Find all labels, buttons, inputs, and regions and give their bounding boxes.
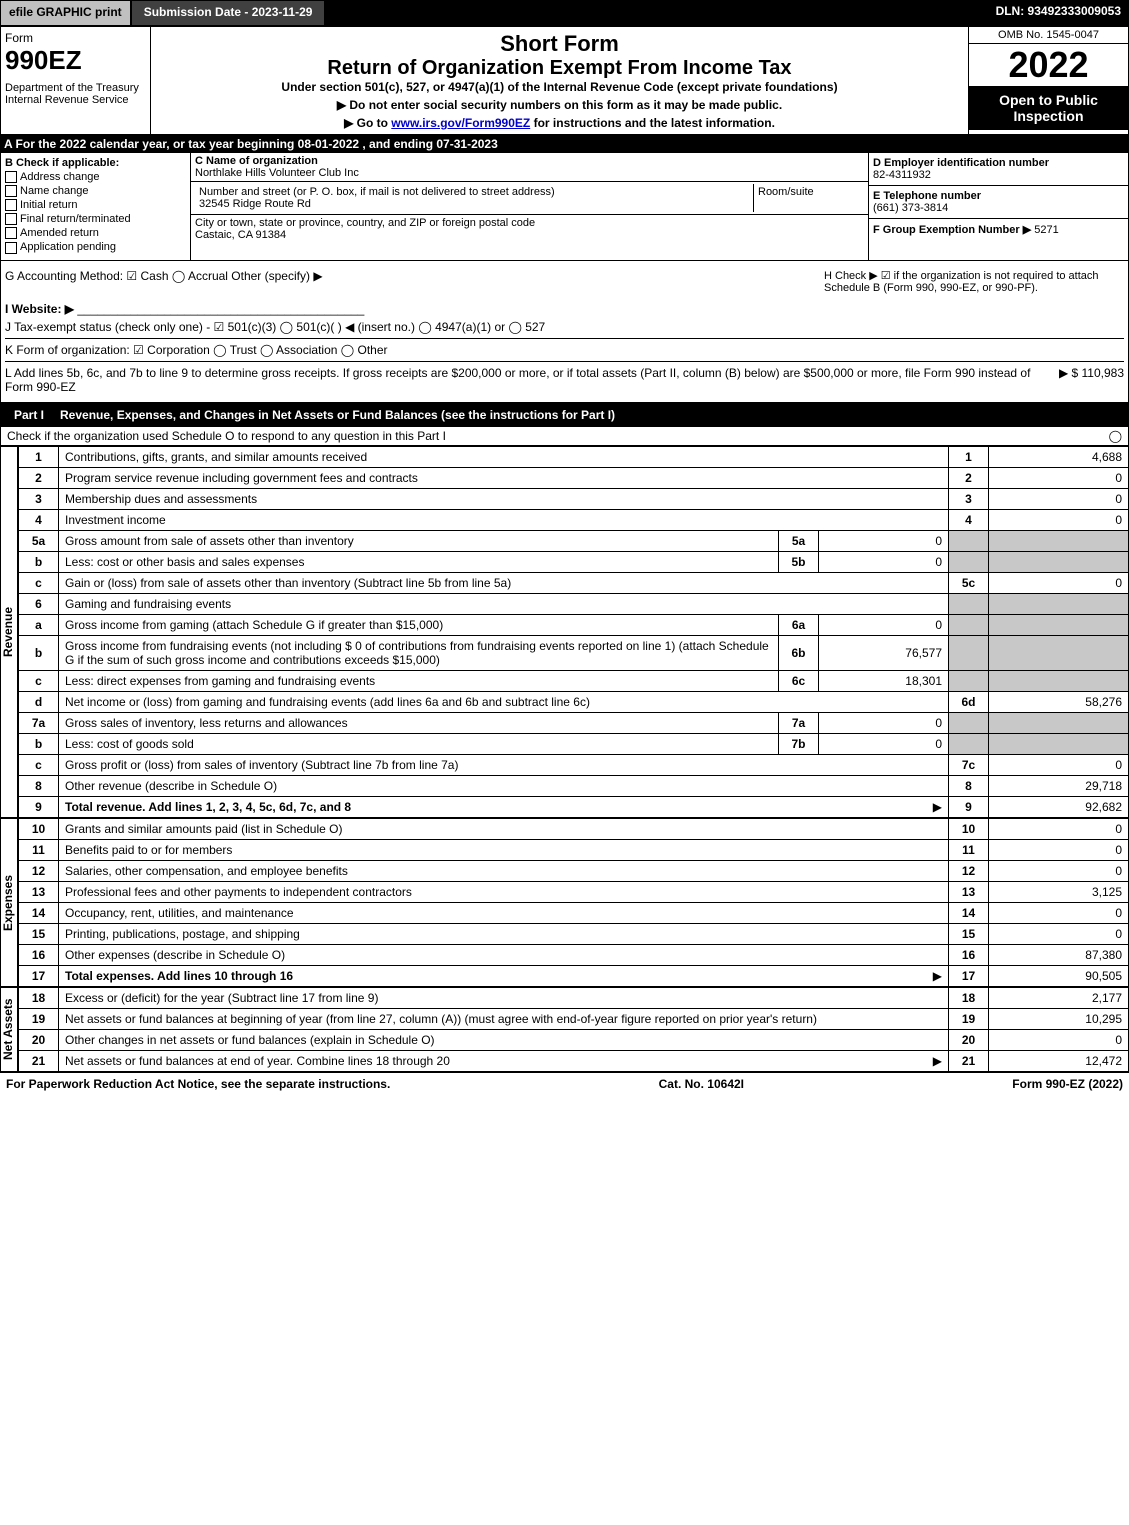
room-suite-label: Room/suite — [754, 184, 864, 212]
section-bcd: B Check if applicable: Address change Na… — [0, 153, 1129, 261]
row-5b: bLess: cost or other basis and sales exp… — [19, 551, 1129, 572]
submission-date-label: Submission Date - 2023-11-29 — [131, 0, 326, 26]
city-label: City or town, state or province, country… — [195, 217, 864, 229]
chk-application-pending[interactable]: Application pending — [5, 241, 186, 253]
part-1-header: Part I Revenue, Expenses, and Changes in… — [0, 403, 1129, 427]
col-b-title: B Check if applicable: — [5, 157, 186, 169]
expenses-sidelabel: Expenses — [0, 818, 18, 987]
page-footer: For Paperwork Reduction Act Notice, see … — [0, 1072, 1129, 1095]
ein-value: 82-4311932 — [873, 169, 1124, 181]
chk-name-change[interactable]: Name change — [5, 185, 186, 197]
chk-final-return[interactable]: Final return/terminated — [5, 213, 186, 225]
line-a: A For the 2022 calendar year, or tax yea… — [0, 135, 1129, 153]
row-10: 10Grants and similar amounts paid (list … — [19, 818, 1129, 839]
tel-label: E Telephone number — [873, 190, 1124, 202]
row-15: 15Printing, publications, postage, and s… — [19, 923, 1129, 944]
row-7b: bLess: cost of goods sold7b0 — [19, 733, 1129, 754]
row-8: 8Other revenue (describe in Schedule O)8… — [19, 775, 1129, 796]
form-subtitle: Under section 501(c), 527, or 4947(a)(1)… — [155, 80, 964, 94]
org-name: Northlake Hills Volunteer Club Inc — [195, 167, 864, 179]
addr-label: Number and street (or P. O. box, if mail… — [199, 186, 749, 198]
tax-year: 2022 — [969, 44, 1128, 86]
row-18: 18Excess or (deficit) for the year (Subt… — [19, 987, 1129, 1008]
row-6d: dNet income or (loss) from gaming and fu… — [19, 691, 1129, 712]
public-inspection-badge: Open to Public Inspection — [969, 86, 1128, 130]
line-k: K Form of organization: ☑ Corporation ◯ … — [5, 338, 1124, 357]
short-form-title: Short Form — [155, 31, 964, 57]
part-1-label: Part I — [6, 406, 52, 424]
part-1-title: Revenue, Expenses, and Changes in Net As… — [60, 408, 615, 422]
form-header: Form 990EZ Department of the Treasury In… — [0, 26, 1129, 135]
ssn-warning: ▶ Do not enter social security numbers o… — [155, 98, 964, 112]
revenue-sidelabel: Revenue — [0, 446, 18, 818]
netassets-sidelabel: Net Assets — [0, 987, 18, 1072]
city-value: Castaic, CA 91384 — [195, 229, 864, 241]
row-6a: aGross income from gaming (attach Schedu… — [19, 614, 1129, 635]
row-7c: cGross profit or (loss) from sales of in… — [19, 754, 1129, 775]
tel-value: (661) 373-3814 — [873, 202, 1124, 214]
row-13: 13Professional fees and other payments t… — [19, 881, 1129, 902]
line-g: G Accounting Method: ☑ Cash ◯ Accrual Ot… — [5, 269, 824, 294]
row-21: 21Net assets or fund balances at end of … — [19, 1050, 1129, 1071]
row-14: 14Occupancy, rent, utilities, and mainte… — [19, 902, 1129, 923]
ein-label: D Employer identification number — [873, 157, 1124, 169]
expenses-table: 10Grants and similar amounts paid (list … — [18, 818, 1129, 987]
addr-value: 32545 Ridge Route Rd — [199, 198, 749, 210]
row-6b: bGross income from fundraising events (n… — [19, 635, 1129, 670]
row-6c: cLess: direct expenses from gaming and f… — [19, 670, 1129, 691]
line-i: I Website: ▶ ___________________________… — [5, 302, 1124, 316]
line-l: L Add lines 5b, 6c, and 7b to line 9 to … — [5, 361, 1124, 394]
part-1-check: Check if the organization used Schedule … — [0, 427, 1129, 446]
row-12: 12Salaries, other compensation, and empl… — [19, 860, 1129, 881]
goto-note: ▶ Go to www.irs.gov/Form990EZ for instru… — [155, 116, 964, 130]
row-5a: 5aGross amount from sale of assets other… — [19, 530, 1129, 551]
efile-print-button[interactable]: efile GRAPHIC print — [0, 0, 131, 26]
chk-initial-return[interactable]: Initial return — [5, 199, 186, 211]
org-name-label: C Name of organization — [195, 155, 864, 167]
goto-post: for instructions and the latest informat… — [530, 116, 775, 130]
irs-link[interactable]: www.irs.gov/Form990EZ — [391, 116, 530, 130]
grp-label: F Group Exemption Number ▶ — [873, 224, 1031, 236]
row-19: 19Net assets or fund balances at beginni… — [19, 1008, 1129, 1029]
goto-pre: ▶ Go to — [344, 116, 391, 130]
form-number: 990EZ — [5, 45, 146, 76]
row-2: 2Program service revenue including gover… — [19, 467, 1129, 488]
chk-amended-return[interactable]: Amended return — [5, 227, 186, 239]
line-j: J Tax-exempt status (check only one) - ☑… — [5, 320, 1124, 334]
row-11: 11Benefits paid to or for members110 — [19, 839, 1129, 860]
row-6: 6Gaming and fundraising events — [19, 593, 1129, 614]
section-ghijkl: G Accounting Method: ☑ Cash ◯ Accrual Ot… — [0, 261, 1129, 403]
footer-left: For Paperwork Reduction Act Notice, see … — [6, 1077, 390, 1091]
row-4: 4Investment income40 — [19, 509, 1129, 530]
footer-formid: Form 990-EZ (2022) — [1012, 1077, 1123, 1091]
grp-value: 5271 — [1034, 224, 1058, 236]
row-9: 9Total revenue. Add lines 1, 2, 3, 4, 5c… — [19, 796, 1129, 817]
row-5c: cGain or (loss) from sale of assets othe… — [19, 572, 1129, 593]
revenue-table: 1Contributions, gifts, grants, and simil… — [18, 446, 1129, 818]
col-b: B Check if applicable: Address change Na… — [1, 153, 191, 260]
col-d: D Employer identification number 82-4311… — [868, 153, 1128, 260]
row-20: 20Other changes in net assets or fund ba… — [19, 1029, 1129, 1050]
row-17: 17Total expenses. Add lines 10 through 1… — [19, 965, 1129, 986]
chk-address-change[interactable]: Address change — [5, 171, 186, 183]
footer-catno: Cat. No. 10642I — [659, 1077, 744, 1091]
row-1: 1Contributions, gifts, grants, and simil… — [19, 446, 1129, 467]
top-bar: efile GRAPHIC print Submission Date - 20… — [0, 0, 1129, 26]
col-c: C Name of organization Northlake Hills V… — [191, 153, 868, 260]
netassets-table: 18Excess or (deficit) for the year (Subt… — [18, 987, 1129, 1072]
row-7a: 7aGross sales of inventory, less returns… — [19, 712, 1129, 733]
line-h: H Check ▶ ☑ if the organization is not r… — [824, 269, 1124, 294]
omb-number: OMB No. 1545-0047 — [969, 27, 1128, 44]
dept-label: Department of the Treasury Internal Reve… — [5, 82, 146, 106]
form-word: Form — [5, 31, 33, 45]
form-title: Return of Organization Exempt From Incom… — [155, 57, 964, 80]
dln-label: DLN: 93492333009053 — [988, 0, 1129, 26]
row-16: 16Other expenses (describe in Schedule O… — [19, 944, 1129, 965]
row-3: 3Membership dues and assessments30 — [19, 488, 1129, 509]
